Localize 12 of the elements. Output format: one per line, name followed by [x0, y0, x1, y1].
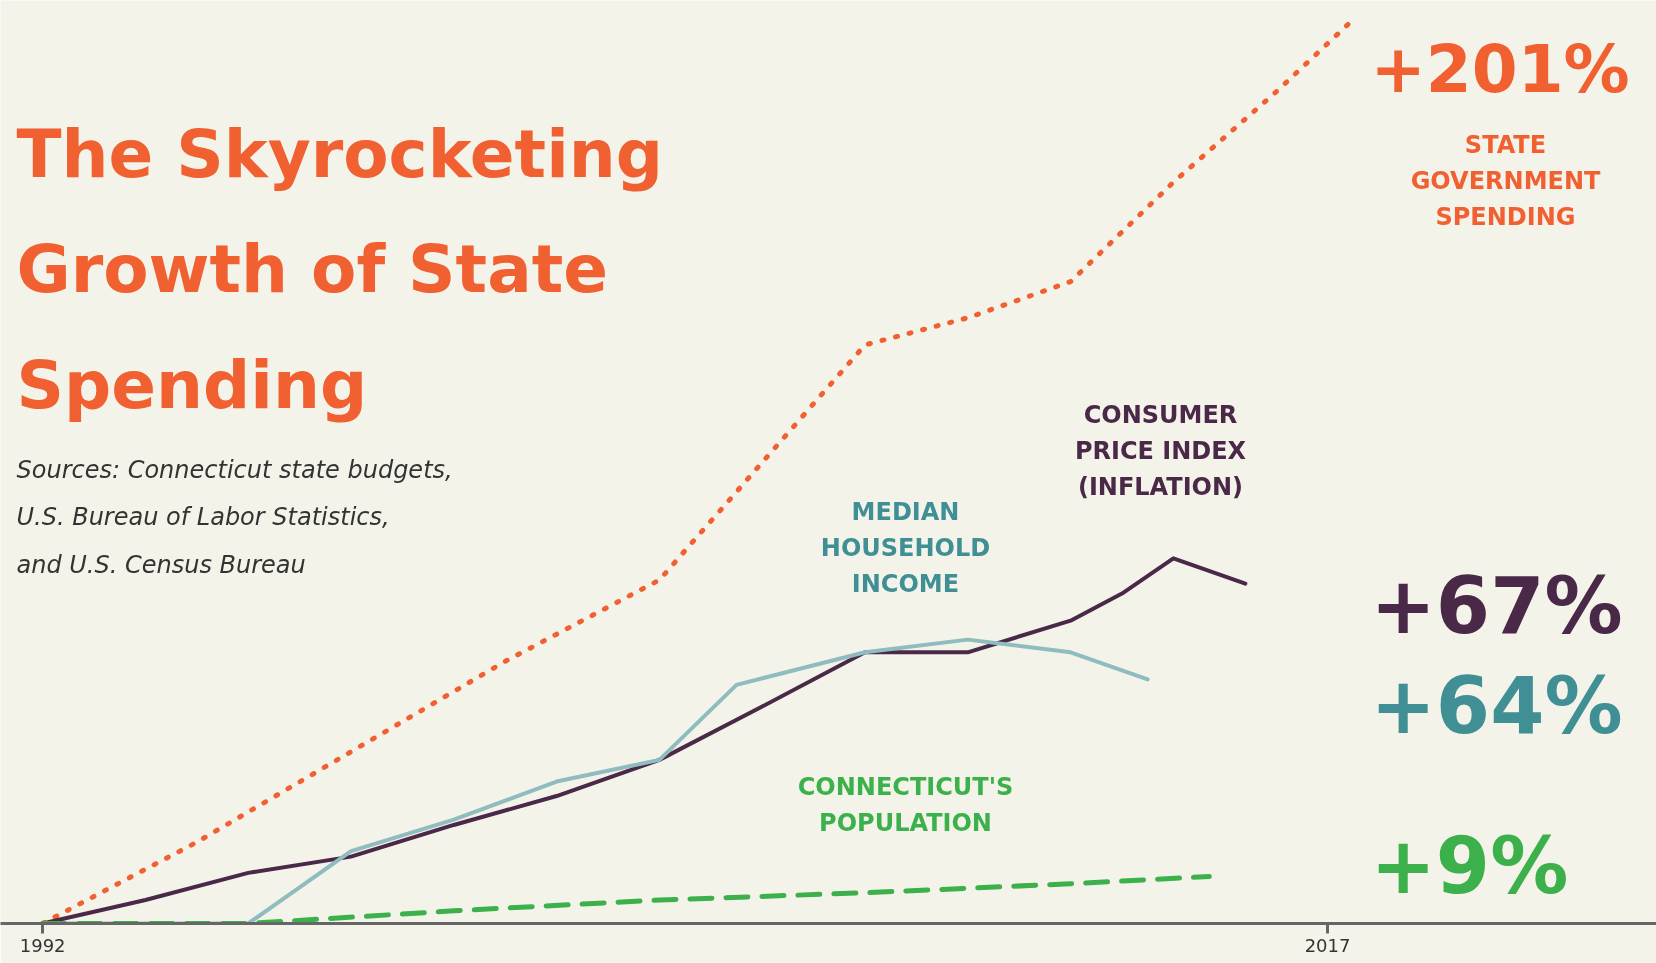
text: STATE GOVERNMENT SPENDING — [1410, 130, 1601, 232]
annotation: +67% — [1370, 560, 1623, 651]
x-tick-label: 1992 — [19, 934, 66, 956]
annotation: +64% — [1370, 660, 1623, 751]
annotation: +9% — [1370, 820, 1569, 911]
series-label: MEDIAN HOUSEHOLD INCOME — [820, 497, 991, 599]
annotation: +201% — [1370, 30, 1630, 108]
text: CONSUMER PRICE INDEX (INFLATION) — [1074, 400, 1247, 502]
text: CONNECTICUT'S POPULATION — [797, 772, 1014, 837]
annotation: Sources: Connecticut state budgets, U.S. Bureau of Labor Statistics, and U.S. Census Bureau — [16, 455, 453, 579]
text: The Skyrocketing Growth of State Spending — [16, 115, 663, 424]
x-tick-label: 2017 — [1304, 934, 1351, 956]
